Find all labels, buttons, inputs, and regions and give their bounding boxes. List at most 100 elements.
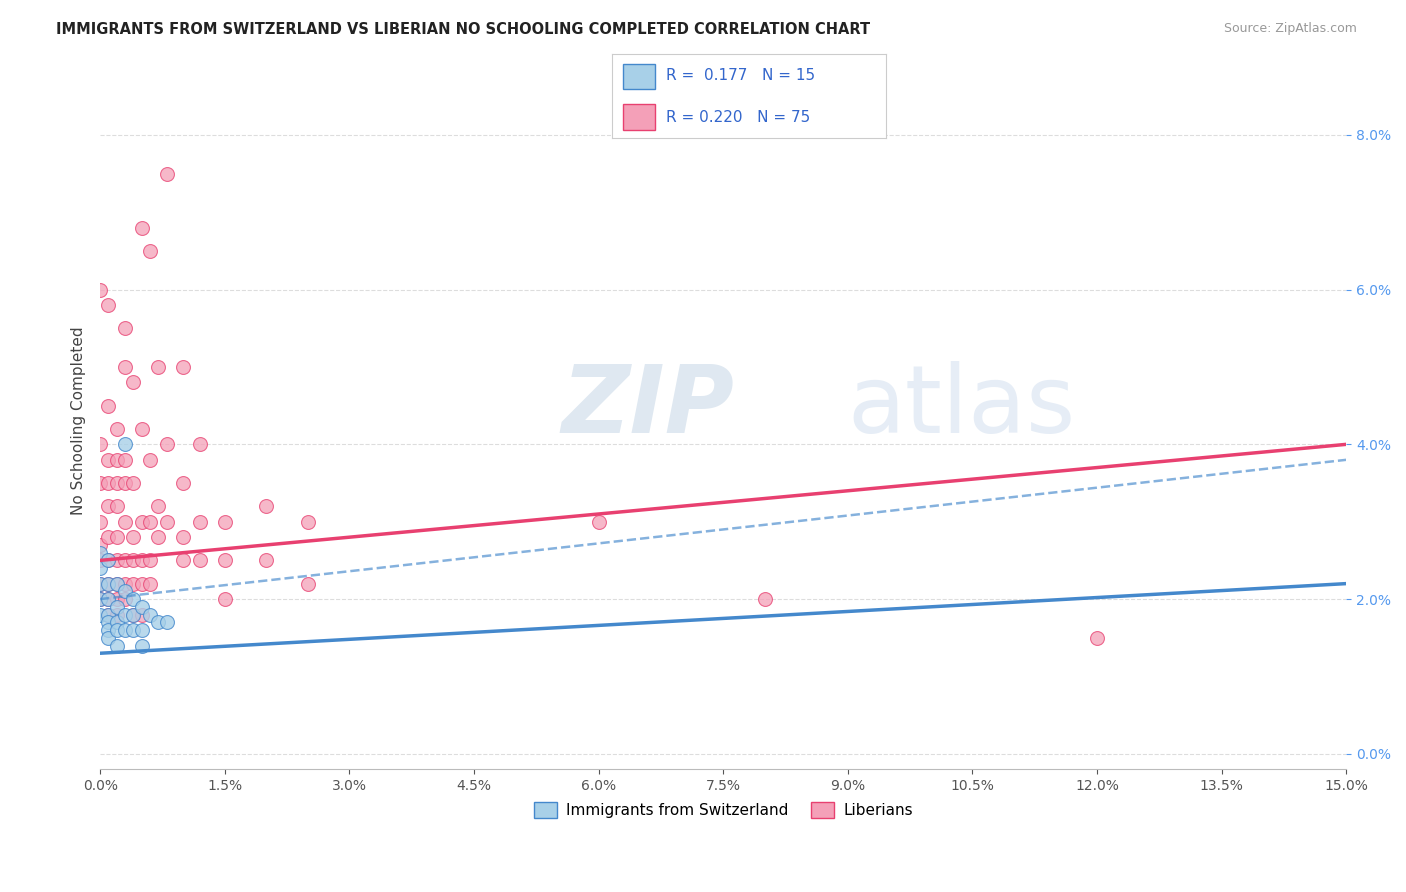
Point — [172, 553, 194, 567]
Point — [105, 599, 128, 614]
Point — [97, 607, 120, 622]
Point — [114, 321, 136, 335]
Point — [89, 576, 111, 591]
Point — [122, 553, 145, 567]
Y-axis label: No Schooling Completed: No Schooling Completed — [72, 326, 86, 516]
Point — [131, 553, 153, 567]
Point — [105, 639, 128, 653]
Point — [114, 359, 136, 374]
Point — [89, 546, 111, 560]
Point — [97, 607, 120, 622]
Point — [122, 576, 145, 591]
Point — [89, 515, 111, 529]
Point — [105, 530, 128, 544]
Point — [139, 453, 162, 467]
Text: R =  0.177   N = 15: R = 0.177 N = 15 — [666, 69, 815, 84]
Point — [89, 538, 111, 552]
Point — [105, 623, 128, 637]
Point — [131, 639, 153, 653]
Point — [131, 220, 153, 235]
Point — [122, 376, 145, 390]
Point — [97, 453, 120, 467]
Point — [97, 631, 120, 645]
Point — [114, 453, 136, 467]
Point — [97, 623, 120, 637]
Point — [214, 592, 236, 607]
Point — [114, 553, 136, 567]
Text: atlas: atlas — [848, 361, 1076, 453]
Point — [139, 244, 162, 258]
Point — [122, 530, 145, 544]
Point — [97, 615, 120, 630]
Point — [172, 476, 194, 491]
Point — [148, 530, 170, 544]
Point — [172, 530, 194, 544]
Point — [89, 283, 111, 297]
Point — [148, 500, 170, 514]
Point — [89, 553, 111, 567]
Bar — [623, 63, 655, 89]
Point — [89, 576, 111, 591]
Point — [97, 500, 120, 514]
Point — [122, 592, 145, 607]
Point — [97, 530, 120, 544]
Point — [97, 592, 120, 607]
Point — [254, 553, 277, 567]
Point — [105, 553, 128, 567]
Point — [131, 576, 153, 591]
Point — [105, 592, 128, 607]
Point — [97, 298, 120, 312]
Point — [155, 515, 177, 529]
Point — [588, 515, 610, 529]
Point — [188, 437, 211, 451]
Point — [105, 500, 128, 514]
Point — [155, 615, 177, 630]
Point — [114, 623, 136, 637]
Point — [97, 476, 120, 491]
Point — [122, 607, 145, 622]
Point — [214, 515, 236, 529]
Point — [148, 615, 170, 630]
Point — [97, 553, 120, 567]
Point — [89, 437, 111, 451]
Point — [105, 576, 128, 591]
Point — [105, 615, 128, 630]
Point — [105, 607, 128, 622]
Point — [89, 592, 111, 607]
Point — [754, 592, 776, 607]
Point — [114, 476, 136, 491]
Point — [131, 607, 153, 622]
Point — [139, 576, 162, 591]
Point — [155, 167, 177, 181]
Text: ZIP: ZIP — [561, 361, 734, 453]
Point — [114, 515, 136, 529]
Point — [122, 623, 145, 637]
Point — [97, 576, 120, 591]
Point — [114, 592, 136, 607]
Legend: Immigrants from Switzerland, Liberians: Immigrants from Switzerland, Liberians — [527, 797, 918, 824]
Point — [1085, 631, 1108, 645]
Point — [105, 476, 128, 491]
Bar — [623, 104, 655, 130]
Point — [114, 607, 136, 622]
Text: Source: ZipAtlas.com: Source: ZipAtlas.com — [1223, 22, 1357, 36]
Point — [105, 453, 128, 467]
Point — [139, 607, 162, 622]
Point — [297, 576, 319, 591]
Point — [297, 515, 319, 529]
Point — [148, 359, 170, 374]
Text: R = 0.220   N = 75: R = 0.220 N = 75 — [666, 110, 811, 125]
Point — [172, 359, 194, 374]
Point — [155, 437, 177, 451]
Point — [89, 592, 111, 607]
Point — [97, 553, 120, 567]
Text: IMMIGRANTS FROM SWITZERLAND VS LIBERIAN NO SCHOOLING COMPLETED CORRELATION CHART: IMMIGRANTS FROM SWITZERLAND VS LIBERIAN … — [56, 22, 870, 37]
Point — [139, 553, 162, 567]
Point — [214, 553, 236, 567]
Point — [131, 422, 153, 436]
Point — [254, 500, 277, 514]
Point — [105, 576, 128, 591]
Point — [114, 576, 136, 591]
Point — [97, 592, 120, 607]
Point — [122, 476, 145, 491]
